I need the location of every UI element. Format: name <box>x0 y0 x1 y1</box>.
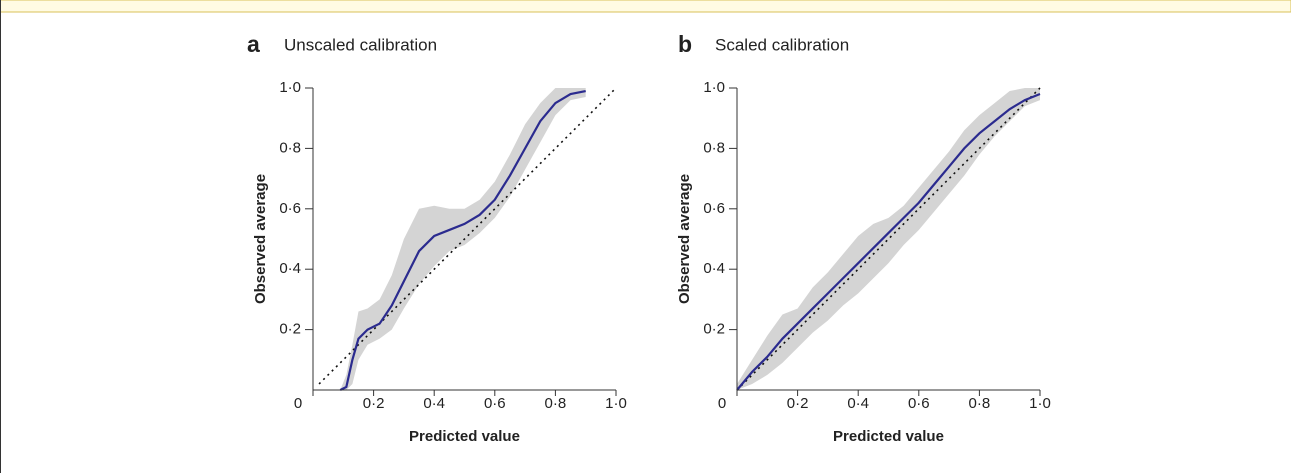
x-tick-label: 0·6 <box>908 395 930 412</box>
x-tick-label: 0 <box>718 395 726 412</box>
panel-letter: a <box>247 31 260 57</box>
calibration-curve <box>339 89 586 391</box>
x-tick-label: 0·4 <box>847 395 869 412</box>
y-tick-label: 0·8 <box>279 139 301 156</box>
x-axis-label: Predicted value <box>833 428 944 445</box>
y-tick-label: 0·6 <box>703 200 725 217</box>
x-tick-label: 0·8 <box>545 395 567 412</box>
y-tick-label: 0·8 <box>703 139 725 156</box>
y-axis-label: Observed average <box>676 174 693 304</box>
y-tick-label: 1·0 <box>703 79 725 96</box>
confidence-band <box>737 88 1040 390</box>
x-tick-label: 0·2 <box>787 395 809 412</box>
y-tick-label: 0·2 <box>279 321 301 338</box>
reference-line <box>318 87 617 385</box>
y-tick-label: 0·2 <box>703 321 725 338</box>
panel-letter: b <box>678 31 692 57</box>
y-tick-label: 1·0 <box>279 79 301 96</box>
x-tick-label: 0·6 <box>484 395 506 412</box>
x-tick-label: 0·8 <box>969 395 991 412</box>
x-axis-label: Predicted value <box>409 428 520 445</box>
x-tick-label: 0·4 <box>423 395 445 412</box>
x-tick-label: 1·0 <box>605 395 627 412</box>
x-tick-label: 0·2 <box>363 395 385 412</box>
y-axis-label: Observed average <box>252 174 269 304</box>
y-tick-label: 0·4 <box>279 260 301 277</box>
calibration-curve <box>736 93 1041 391</box>
panel-title: Unscaled calibration <box>284 35 437 54</box>
x-tick-label: 1·0 <box>1029 395 1051 412</box>
y-tick-label: 0·6 <box>279 200 301 217</box>
x-tick-label: 0 <box>294 395 302 412</box>
panel-title: Scaled calibration <box>715 35 849 54</box>
top-band <box>0 0 1291 13</box>
confidence-band <box>340 88 586 390</box>
y-tick-label: 0·4 <box>703 260 725 277</box>
